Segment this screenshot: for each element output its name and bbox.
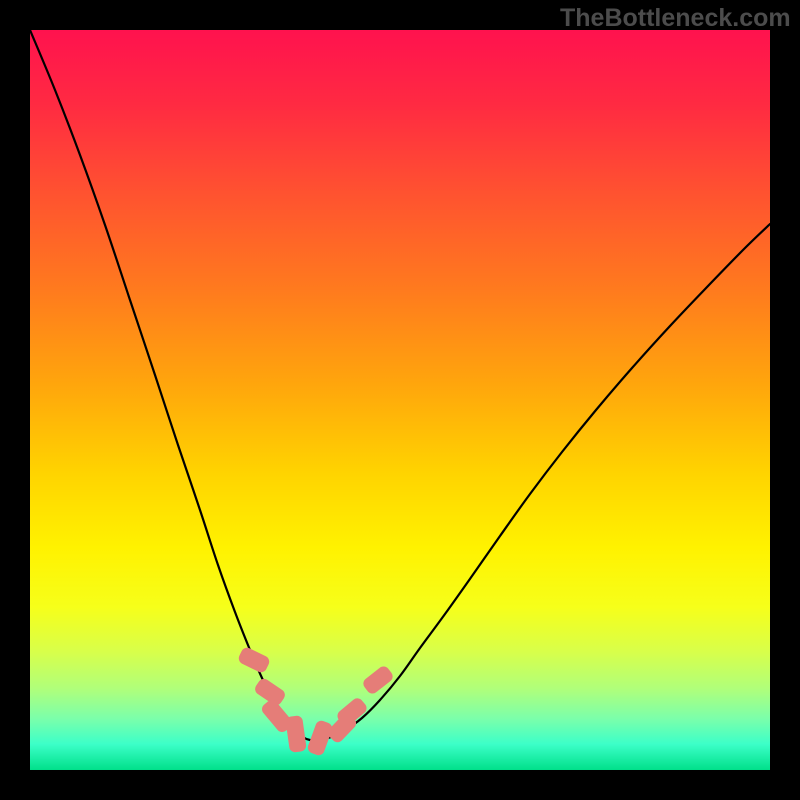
watermark-text: TheBottleneck.com: [560, 4, 791, 33]
curve-marker: [285, 715, 307, 753]
chart-svg: [30, 30, 770, 770]
outer-frame: TheBottleneck.com: [0, 0, 800, 800]
curve-marker: [361, 664, 395, 696]
plot-area: [30, 30, 770, 770]
curve-marker: [237, 646, 271, 674]
bottleneck-curve: [30, 30, 770, 740]
